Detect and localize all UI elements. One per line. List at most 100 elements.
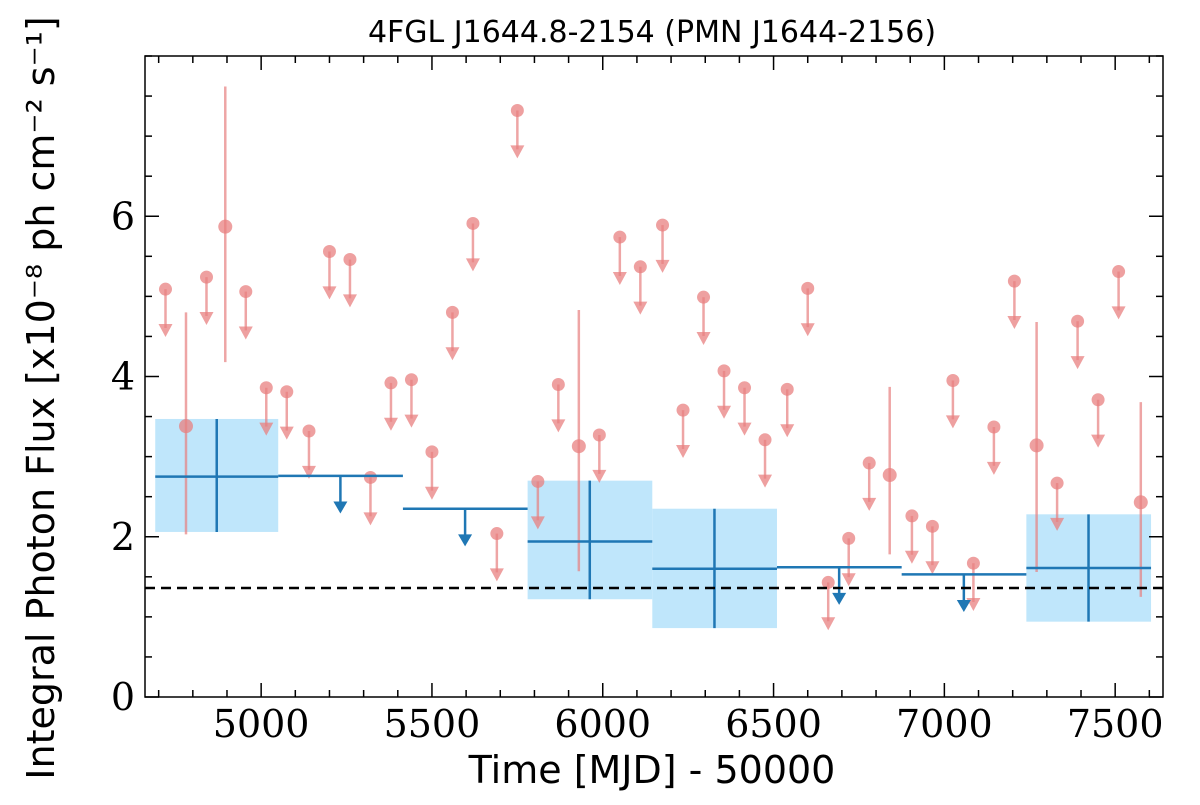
fine-upper-limit-point: [551, 378, 565, 392]
y-tick-label: 2: [111, 515, 135, 559]
fine-upper-limit-point: [987, 420, 1001, 434]
y-tick-label: 0: [111, 675, 135, 719]
fine-upper-limit-arrow: [592, 469, 607, 483]
fine-upper-limit-point: [738, 381, 752, 395]
fine-upper-limit-arrow: [821, 617, 836, 631]
fine-upper-limit-point: [801, 281, 815, 295]
fine-upper-limit-point: [905, 509, 919, 523]
coarse-band-layer: [155, 418, 1152, 629]
y-tick-label: 4: [111, 355, 135, 399]
x-axis-title: Time [MJD] - 50000: [468, 748, 836, 792]
fine-upper-limit-arrow: [158, 324, 173, 338]
fine-upper-limit-arrow: [445, 347, 460, 361]
fine-upper-limit-point: [592, 428, 606, 442]
coarse-upper-limit-arrow: [333, 501, 348, 514]
x-tick-label: 5000: [213, 702, 310, 746]
fine-upper-limit-point: [676, 403, 690, 417]
fine-upper-limit-point: [758, 433, 772, 447]
fine-upper-limit-arrow: [717, 405, 732, 419]
fine-upper-limit-point: [1112, 265, 1126, 279]
fine-upper-limit-arrow: [322, 286, 337, 300]
fine-upper-limit-arrow: [945, 415, 960, 429]
fine-upper-limit-point: [343, 253, 357, 267]
fine-upper-limit-arrow: [1111, 306, 1126, 320]
fine-upper-limit-arrow: [655, 259, 670, 273]
fine-upper-limit-point: [466, 216, 480, 230]
fine-upper-limit-point: [302, 424, 316, 438]
fine-upper-limit-point: [780, 382, 794, 396]
fine-upper-limit-point: [1050, 476, 1064, 490]
fine-upper-limit-arrow: [612, 271, 627, 285]
fine-upper-limit-point: [445, 305, 459, 319]
fine-upper-limit-arrow: [904, 550, 919, 564]
fine-upper-limit-point: [821, 575, 835, 589]
fine-upper-limit-point: [842, 531, 856, 545]
fine-upper-limit-arrow: [510, 145, 525, 159]
fine-upper-limit-arrow: [342, 294, 357, 308]
fine-upper-limit-arrow: [780, 424, 795, 438]
fine-upper-limit-point: [199, 270, 213, 284]
fine-upper-limit-arrow: [551, 419, 566, 433]
fine-upper-limit-arrow: [259, 422, 274, 436]
fine-upper-limit-arrow: [676, 445, 691, 459]
fine-upper-limit-arrow: [279, 426, 294, 440]
y-tick-label: 6: [111, 194, 135, 238]
fine-upper-limit-point: [239, 285, 253, 299]
fine-upper-limit-arrow: [1070, 356, 1085, 370]
y-axis-title: Integral Photon Flux [x10⁻⁸ ph cm⁻² s⁻¹]: [19, 16, 63, 779]
fine-detection-point: [178, 419, 193, 434]
chart-title: 4FGL J1644.8-2154 (PMN J1644-2156): [368, 15, 936, 50]
fine-upper-limit-arrow: [404, 414, 419, 428]
fine-upper-limit-arrow: [633, 301, 648, 315]
axes-layer: 5000 5500 6000 6500 7000 7500 0 2 4 6: [111, 55, 1164, 746]
fine-upper-limit-arrow: [925, 561, 940, 575]
fine-detection-point: [571, 439, 586, 454]
x-tick-label: 7500: [1067, 702, 1164, 746]
coarse-upper-limit-arrow: [832, 592, 847, 605]
fine-upper-limit-arrow: [966, 598, 981, 612]
fine-upper-limit-point: [384, 376, 398, 390]
coarse-upper-limit-arrow: [458, 534, 473, 547]
fine-upper-limit-arrow: [465, 258, 480, 272]
fine-detection-point: [882, 468, 897, 483]
fine-upper-limit-arrow: [1007, 316, 1022, 330]
fine-upper-limit-arrow: [489, 568, 504, 582]
fine-detection-point: [1133, 495, 1148, 510]
fine-upper-limit-point: [613, 230, 627, 244]
fine-upper-limit-arrow: [1091, 434, 1106, 448]
fine-upper-limit-arrow: [841, 573, 856, 587]
fine-upper-limit-point: [656, 218, 670, 232]
fine-upper-limit-point: [1007, 274, 1021, 288]
fine-upper-limit-point: [158, 282, 172, 296]
fine-upper-limit-point: [259, 381, 273, 395]
fine-upper-limit-point: [946, 374, 960, 388]
fine-upper-limit-arrow: [758, 474, 773, 488]
x-tick-label: 7000: [896, 702, 993, 746]
fine-upper-limit-arrow: [238, 326, 253, 340]
coarse-bins-layer: [155, 418, 1152, 629]
fine-upper-limit-point: [697, 290, 711, 304]
x-tick-label: 6500: [725, 702, 822, 746]
fine-detection-point: [1029, 438, 1044, 453]
fine-upper-limit-arrow: [363, 512, 378, 526]
fine-upper-limit-point: [531, 474, 545, 488]
fine-upper-limit-arrow: [737, 422, 752, 436]
fine-upper-limit-point: [717, 364, 731, 378]
x-tick-label: 6000: [554, 702, 651, 746]
fine-upper-limit-point: [425, 445, 439, 459]
fine-points-layer: [158, 86, 1148, 631]
fine-upper-limit-point: [322, 245, 336, 259]
fine-upper-limit-point: [966, 556, 980, 570]
fine-upper-limit-point: [280, 385, 294, 399]
fine-upper-limit-point: [490, 527, 504, 541]
coarse-upper-limit-arrow: [956, 600, 971, 613]
fine-upper-limit-point: [1091, 393, 1105, 407]
fine-upper-limit-arrow: [530, 516, 545, 530]
fine-upper-limit-point: [510, 103, 524, 117]
fine-upper-limit-point: [363, 470, 377, 484]
fine-upper-limit-arrow: [1050, 517, 1065, 531]
fine-upper-limit-point: [862, 456, 876, 470]
fine-upper-limit-point: [404, 373, 418, 387]
